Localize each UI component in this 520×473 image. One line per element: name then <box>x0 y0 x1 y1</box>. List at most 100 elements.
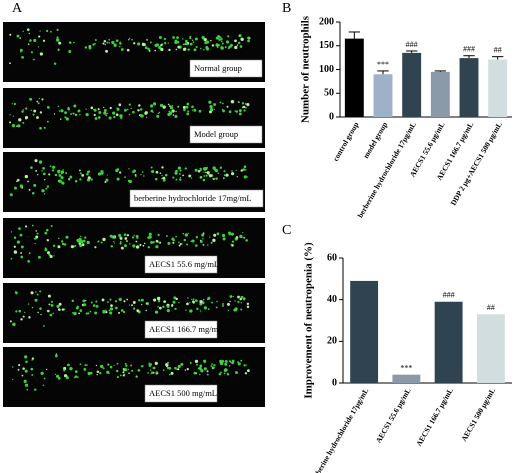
cell-dot <box>124 233 127 236</box>
cell-dot <box>87 371 91 376</box>
cell-dot <box>215 36 219 40</box>
cell-dot <box>194 359 199 364</box>
cell-dot <box>149 369 152 371</box>
cell-dot <box>105 114 108 117</box>
cell-dot <box>246 302 250 306</box>
cell-dot <box>228 360 231 363</box>
cell-dot <box>214 168 218 172</box>
cell-dot <box>177 105 180 108</box>
cell-dot <box>237 295 240 299</box>
cell-dot <box>115 369 119 373</box>
cell-dot <box>155 170 159 174</box>
cell-dot <box>90 178 93 181</box>
image-label: AECS1 55.6 mg/mL <box>149 259 219 269</box>
cell-dot <box>53 113 56 115</box>
cell-dot <box>137 369 141 372</box>
cell-dot <box>237 362 241 366</box>
micrograph <box>3 218 265 278</box>
image-label: berberine hydrochloride 17mg/mL <box>134 193 252 203</box>
cell-dot <box>109 298 112 301</box>
cell-dot <box>181 38 184 40</box>
cell-dot <box>162 369 165 371</box>
cell-dot <box>150 104 154 108</box>
cell-dot <box>230 46 233 48</box>
cell-dot <box>184 233 189 237</box>
cell-dot <box>21 110 24 113</box>
cell-dot <box>158 35 162 39</box>
cell-dot <box>103 106 105 109</box>
cell-dot <box>109 311 113 315</box>
cell-dot <box>178 241 180 244</box>
cell-dot <box>155 245 159 249</box>
cell-dot <box>205 166 208 170</box>
cell-dot <box>235 169 237 172</box>
cell-dot <box>107 372 110 374</box>
cell-dot <box>31 306 34 309</box>
cell-dot <box>246 305 250 309</box>
cell-dot <box>29 97 32 101</box>
cell-dot <box>169 105 171 108</box>
cell-dot <box>154 44 158 47</box>
cell-dot <box>222 303 224 305</box>
cell-dot <box>17 178 20 182</box>
cell-dot <box>129 243 131 245</box>
cell-dot <box>22 315 25 318</box>
cell-dot <box>16 34 20 38</box>
cell-dot <box>211 363 213 366</box>
cell-dot <box>218 373 221 376</box>
cell-dot <box>152 241 155 244</box>
cell-dot <box>157 305 159 308</box>
cell-dot <box>24 369 28 373</box>
cell-dot <box>243 109 246 112</box>
cell-dot <box>104 181 107 184</box>
cell-dot <box>45 228 49 232</box>
cell-dot <box>118 233 122 237</box>
cell-dot <box>80 239 84 244</box>
cell-dot <box>60 240 64 243</box>
cell-dot <box>150 363 153 366</box>
cell-dot <box>120 309 124 312</box>
cell-dot <box>163 37 166 41</box>
cell-dot <box>174 307 177 310</box>
cell-dot <box>39 111 43 114</box>
cell-dot <box>148 362 151 365</box>
cell-dot <box>195 45 198 49</box>
cell-dot <box>20 245 24 249</box>
cell-dot <box>73 41 75 44</box>
cell-dot <box>107 363 110 366</box>
cell-dot <box>237 101 240 103</box>
cell-dot <box>118 45 121 48</box>
cell-dot <box>36 100 39 103</box>
cell-dot <box>93 113 96 117</box>
cell-dot <box>87 176 91 180</box>
cell-dot <box>109 106 112 110</box>
y-tick-label: 20 <box>327 336 337 347</box>
cell-dot <box>221 360 225 363</box>
cell-dot <box>27 303 30 305</box>
cell-dot <box>213 364 216 367</box>
cell-dot <box>17 368 20 371</box>
cell-dot <box>92 43 95 46</box>
cell-dot <box>166 362 169 365</box>
cell-dot <box>131 304 133 307</box>
cell-dot <box>210 241 213 244</box>
cell-dot <box>240 308 243 311</box>
cell-dot <box>50 225 53 228</box>
cell-dot <box>154 361 158 365</box>
cell-dot <box>218 38 222 41</box>
cell-dot <box>239 45 243 48</box>
cell-dot <box>227 309 230 312</box>
cell-dot <box>36 116 39 119</box>
cell-dot <box>94 311 98 315</box>
cell-dot <box>37 46 40 48</box>
cell-dot <box>132 244 136 248</box>
cell-dot <box>76 238 80 242</box>
cell-dot <box>146 39 148 41</box>
cell-dot <box>219 101 222 104</box>
cell-dot <box>127 39 130 41</box>
cell-dot <box>116 177 120 181</box>
cell-dot <box>225 173 229 177</box>
cell-dot <box>9 320 12 323</box>
cell-dot <box>208 100 212 104</box>
cell-dot <box>238 35 240 37</box>
